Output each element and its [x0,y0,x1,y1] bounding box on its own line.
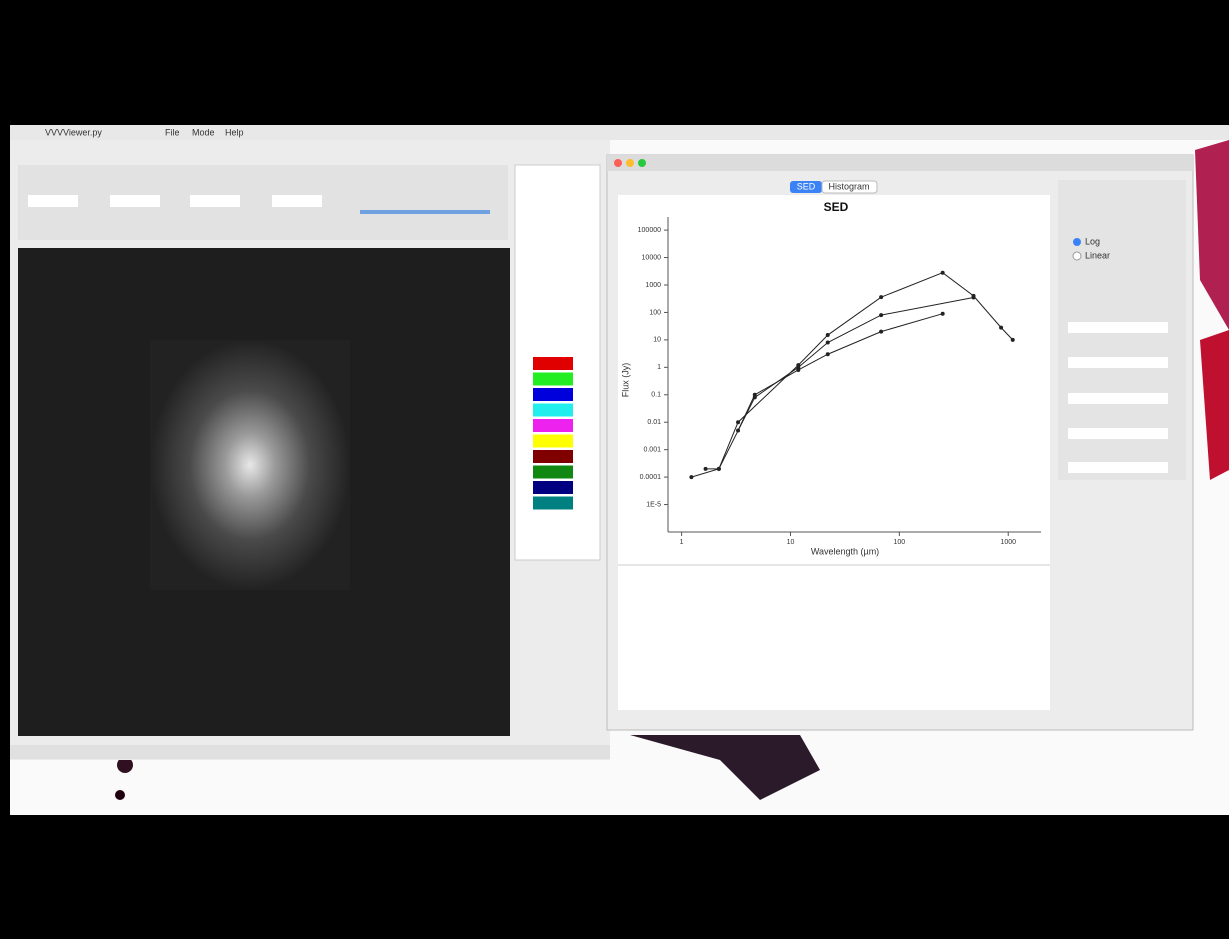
y-tick-label: 0.01 [647,419,661,426]
tab[interactable]: Histogram [828,181,869,191]
input[interactable] [1068,357,1168,368]
input[interactable] [1068,322,1168,333]
sed-point [736,420,740,424]
y-tick-label: 10 [653,337,661,344]
menu-item[interactable]: Help [225,127,244,137]
sed-point [736,428,740,432]
color-swatch [533,388,573,401]
minimize-button[interactable] [626,159,634,167]
sed-point [941,312,945,316]
sed-point [826,341,830,345]
sed-point [972,296,976,300]
y-tick-label: 0.0001 [640,474,662,481]
sed-point [826,333,830,337]
sed-point [826,352,830,356]
radio-selected[interactable] [1073,238,1081,246]
sed-point [689,475,693,479]
color-swatch [533,466,573,479]
page: VVVViewer.py File Mode Help SED Histogra… [0,0,1229,939]
input[interactable] [110,195,160,207]
image [150,340,350,590]
x-tick-label: 10 [787,539,795,546]
sed-point [879,295,883,299]
screen: VVVViewer.py File Mode Help SED Histogra… [0,0,1229,934]
color-swatch [533,419,573,432]
color-swatch [533,497,573,510]
sed-point [753,393,757,397]
color-swatch [533,373,573,386]
toolbar [18,165,508,240]
y-tick-label: 1 [657,364,661,371]
sed-point [1011,338,1015,342]
y-tick-label: 1000 [645,282,661,289]
y-tick-label: 10000 [642,254,662,261]
zoom-button[interactable] [638,159,646,167]
y-tick-label: 100 [649,309,661,316]
x-tick-label: 100 [894,539,906,546]
color-swatch [533,357,573,370]
radio[interactable] [1073,252,1081,260]
plot-area [618,195,1050,710]
option-label[interactable]: Log [1085,236,1100,246]
option-label[interactable]: Linear [1085,250,1110,260]
input[interactable] [28,195,78,207]
color-swatch [533,481,573,494]
status-bar [10,745,610,759]
input[interactable] [1068,428,1168,439]
slider[interactable] [360,210,490,214]
y-tick-label: 0.1 [651,392,661,399]
sed-point [796,368,800,372]
sed-point [999,326,1003,330]
sed-point [879,330,883,334]
x-axis-label: Wavelength (µm) [811,546,879,556]
y-tick-label: 0.001 [643,447,661,454]
input[interactable] [272,195,322,207]
app-title: VVVViewer.py [45,127,102,137]
y-axis-label: Flux (Jy) [620,363,630,398]
tab[interactable]: SED [797,181,816,191]
sed-point [941,271,945,275]
close-button[interactable] [614,159,622,167]
y-tick-label: 1E-5 [646,501,661,508]
chart-title: SED [824,200,849,214]
input[interactable] [190,195,240,207]
menu-item[interactable]: Mode [192,127,215,137]
color-swatch [533,450,573,463]
input[interactable] [1068,462,1168,473]
sed-point [879,313,883,317]
color-swatch [533,404,573,417]
x-tick-label: 1 [680,539,684,546]
color-swatch [533,435,573,448]
sed-point [704,467,708,471]
menu-item[interactable]: File [165,127,180,137]
title-bar [607,155,1193,171]
y-tick-label: 100000 [638,227,661,234]
input[interactable] [1068,393,1168,404]
x-tick-label: 1000 [1000,539,1016,546]
wallpaper-blob [115,790,125,800]
sed-point [717,467,721,471]
